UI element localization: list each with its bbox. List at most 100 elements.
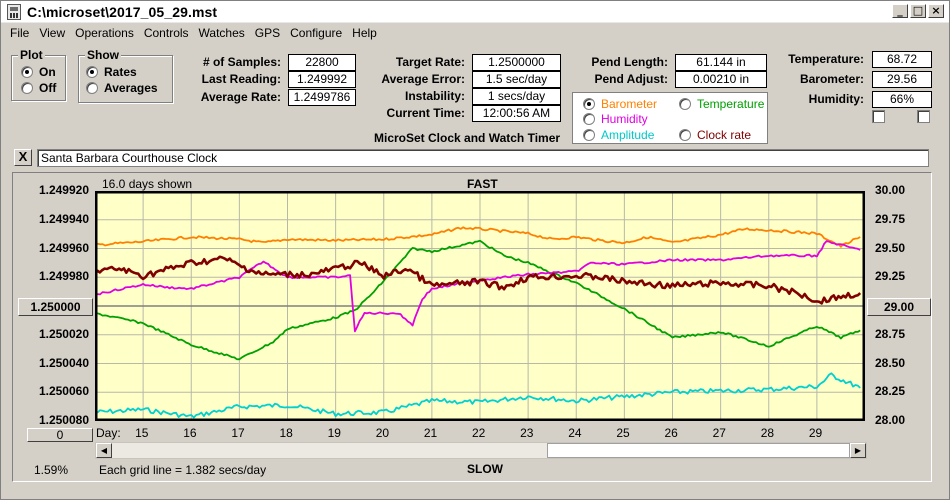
show-averages-label: Averages (104, 81, 158, 95)
left-arrow-icon: ◀ (100, 446, 108, 455)
minimize-button[interactable]: _ (892, 4, 908, 18)
instability-label: Instability: (404, 89, 465, 103)
plot-group-title: Plot (18, 48, 45, 62)
day-tick-label: 24 (568, 426, 582, 440)
show-rates-radio[interactable]: Rates (86, 65, 137, 79)
grid-lines (95, 190, 865, 422)
series-barometer-line (94, 226, 861, 248)
series-clockrate-radio[interactable]: Clock rate (679, 128, 751, 142)
scroll-right-button[interactable]: ▶ (850, 443, 866, 458)
average-error-field: 1.5 sec/day (472, 71, 561, 88)
series-temperature-radio[interactable]: Temperature (679, 97, 764, 111)
time-scrollbar[interactable]: ◀ ▶ (95, 442, 867, 459)
menu-help[interactable]: Help (352, 26, 377, 40)
radio-unselected-icon (679, 98, 691, 110)
target-rate-label: Target Rate: (395, 55, 465, 69)
pend-adjust-field: 0.00210 in (675, 71, 767, 88)
target-rate-field: 1.2500000 (472, 54, 561, 71)
right-tick-label: 28.25 (875, 384, 906, 399)
right-tick-label: 29.25 (875, 269, 906, 284)
pend-length-field: 61.144 in (675, 54, 767, 71)
right-tick-label: 29.50 (875, 240, 906, 255)
fast-label: FAST (467, 177, 498, 191)
clear-name-button[interactable]: X (14, 149, 32, 166)
series-temperature-label: Temperature (697, 97, 765, 111)
app-subtitle: MicroSet Clock and Watch Timer (374, 131, 561, 145)
average-rate-field: 1.2499786 (288, 89, 356, 106)
average-rate-label: Average Rate: (200, 90, 281, 104)
series-barometer-label: Barometer (601, 97, 658, 111)
show-group-title: Show (85, 48, 121, 62)
maximize-icon: □ (912, 4, 924, 17)
samples-field: 22800 (288, 54, 356, 71)
percent-label: 1.59% (34, 463, 69, 477)
day-tick-label: 23 (520, 426, 534, 440)
days-shown-label: 16.0 days shown (102, 177, 193, 191)
chart-svg (93, 190, 866, 422)
right-arrow-icon: ▶ (854, 446, 862, 455)
left-tick-label: 1.249920 (38, 183, 89, 197)
show-averages-radio[interactable]: Averages (86, 81, 158, 95)
day-tick-label: 29 (808, 426, 823, 440)
series-amplitude-radio[interactable]: Amplitude (583, 128, 654, 142)
pend-length-label: Pend Length: (591, 55, 668, 69)
day-tick-label: 16 (183, 426, 197, 440)
scroll-left-button[interactable]: ◀ (96, 443, 112, 458)
plot-on-radio[interactable]: On (21, 65, 56, 79)
left-tick-label: 1.250080 (38, 413, 89, 427)
day-tick-label: 28 (760, 426, 775, 440)
day-tick-label: 15 (135, 426, 149, 440)
plot-off-radio[interactable]: Off (21, 81, 56, 95)
series-amplitude-label: Amplitude (601, 128, 655, 142)
menu-watches[interactable]: Watches (198, 26, 245, 40)
close-button[interactable]: × (928, 4, 944, 18)
menu-gps[interactable]: GPS (254, 26, 281, 40)
temperature-label: Temperature: (788, 52, 864, 66)
app-icon[interactable] (7, 3, 21, 20)
center-rate-button[interactable]: 1.250000 (18, 298, 93, 316)
left-tick-label: 1.249960 (38, 240, 89, 255)
minimize-icon: _ (897, 4, 903, 17)
current-time-label: Current Time: (386, 106, 465, 120)
menu-operations[interactable]: Operations (75, 26, 134, 40)
series-selector: Barometer Temperature Humidity Amplitude… (572, 92, 768, 144)
average-error-label: Average Error: (381, 72, 465, 86)
left-tick-label: 1.249940 (38, 211, 89, 226)
left-tick-label: 1.250020 (38, 326, 89, 341)
radio-selected-icon (86, 66, 98, 78)
series-humidity-radio[interactable]: Humidity (583, 112, 648, 126)
humidity-field: 66% (872, 91, 932, 108)
maximize-button[interactable]: □ (910, 4, 926, 18)
series-barometer-radio[interactable]: Barometer (583, 97, 657, 111)
menu-controls[interactable]: Controls (143, 26, 189, 40)
clock-name-field[interactable]: Santa Barbara Courthouse Clock (37, 149, 929, 167)
radio-unselected-icon (583, 129, 595, 141)
rate-chart[interactable] (93, 190, 866, 422)
scroll-thumb[interactable] (547, 443, 850, 458)
samples-label: # of Samples: (202, 55, 281, 69)
pend-adjust-label: Pend Adjust: (594, 72, 668, 86)
option-checkbox-left[interactable] (872, 110, 885, 123)
series-humidity-line (94, 240, 861, 333)
menu-view[interactable]: View (39, 26, 66, 40)
menu-configure[interactable]: Configure (290, 26, 343, 40)
day-tick-label: 18 (279, 426, 293, 440)
day-prefix-label: Day: (96, 426, 121, 440)
humidity-label: Humidity: (808, 92, 864, 106)
current-time-field: 12:00:56 AM (472, 105, 561, 122)
close-icon: × (931, 4, 941, 17)
right-tick-label: 30.00 (875, 183, 906, 197)
title-bar[interactable]: C:\microset\2017_05_29.mst _ □ × (1, 1, 949, 23)
series-humidity-label: Humidity (601, 112, 648, 126)
last-reading-field: 1.249992 (288, 71, 356, 88)
option-checkbox-right[interactable] (917, 110, 930, 123)
zero-button[interactable]: 0 (27, 428, 93, 442)
day-tick-label: 25 (616, 426, 630, 440)
plot-group: Plot (11, 48, 66, 101)
center-right-axis-button[interactable]: 29.00 (867, 298, 931, 316)
radio-selected-icon (21, 66, 33, 78)
left-tick-label: 1.250040 (38, 355, 89, 370)
chart-panel (12, 172, 932, 482)
menu-file[interactable]: File (10, 26, 30, 40)
